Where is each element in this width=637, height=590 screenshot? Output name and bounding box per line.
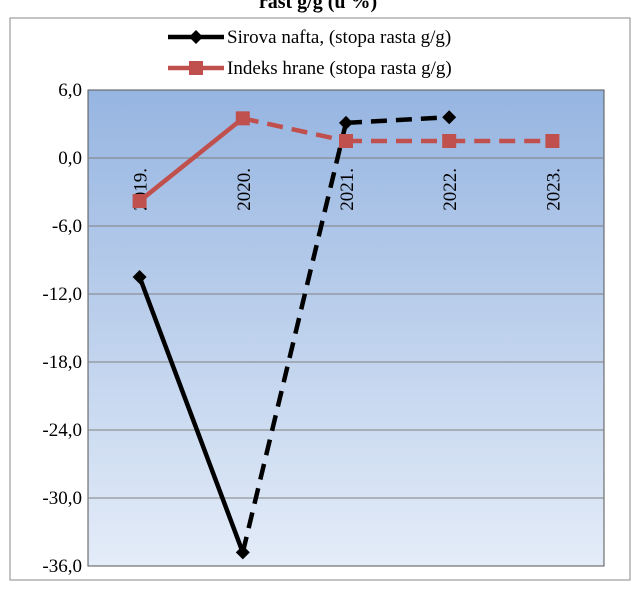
y-tick-label: -12,0 (42, 284, 82, 305)
x-tick-label: 2023. (543, 168, 564, 211)
chart-title: rast g/g (u %) (259, 0, 377, 13)
y-tick-label: -24,0 (42, 420, 82, 441)
data-point-marker (339, 134, 353, 148)
data-point-marker (235, 545, 250, 560)
x-tick-label: 2022. (440, 168, 461, 211)
data-point-marker (132, 194, 147, 209)
y-tick-label: -36,0 (42, 556, 82, 577)
y-tick-label: 0,0 (58, 148, 82, 169)
y-axis-ticks: 6,0 0,0 -6,0 -12,0 -18,0 -24,0 -30,0 -36,0 (42, 80, 82, 577)
y-tick-label: -6,0 (52, 216, 82, 237)
series-lines (132, 110, 560, 560)
series-segment (345, 114, 450, 126)
legend-item: Indeks hrane (stopa rasta g/g) (168, 58, 452, 79)
x-tick-label: 2021. (337, 168, 358, 211)
data-point-marker (545, 134, 560, 148)
data-point-marker (442, 110, 457, 125)
legend: Sirova nafta, (stopa rasta g/g) Indeks hr… (168, 27, 452, 79)
series-segment (138, 116, 245, 203)
data-point-marker (339, 115, 353, 130)
y-tick-label: -18,0 (42, 352, 82, 373)
data-point-marker (189, 30, 203, 44)
legend-label: Sirova nafta, (stopa rasta g/g) (227, 27, 451, 48)
series-group (132, 110, 457, 560)
y-tick-label: 6,0 (58, 80, 82, 101)
data-point-marker (189, 61, 203, 75)
series-segment (137, 276, 245, 554)
data-point-marker (132, 270, 147, 284)
plot-area (87, 89, 605, 567)
x-tick-label: 2020. (234, 168, 255, 211)
legend-label: Indeks hrane (stopa rasta g/g) (227, 58, 452, 79)
y-tick-label: -30,0 (42, 488, 82, 509)
data-point-marker (442, 134, 457, 148)
grid-lines (88, 157, 604, 499)
series-group (132, 111, 560, 209)
legend-item: Sirova nafta, (stopa rasta g/g) (168, 27, 451, 48)
data-point-marker (235, 111, 250, 126)
series-segment (242, 116, 347, 144)
